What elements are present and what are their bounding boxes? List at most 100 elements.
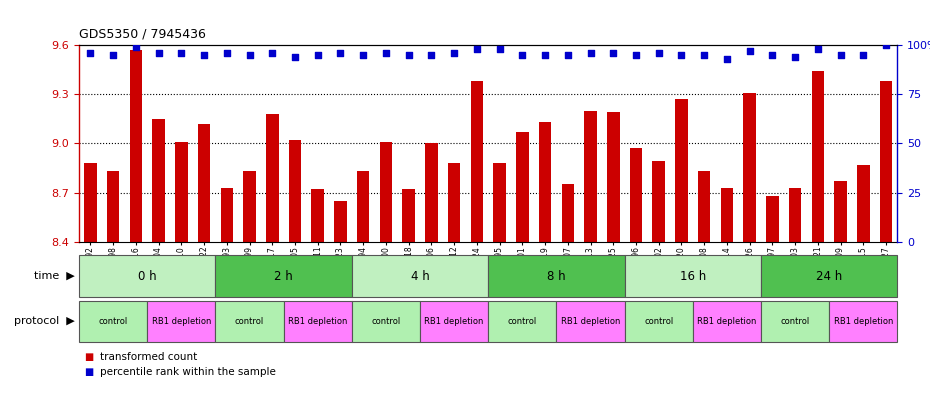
Text: ■: ■ <box>84 352 93 362</box>
Point <box>515 52 530 58</box>
Bar <box>153 119 165 242</box>
Point <box>561 52 576 58</box>
Bar <box>830 301 897 342</box>
Point <box>492 46 507 52</box>
Text: percentile rank within the sample: percentile rank within the sample <box>100 367 275 377</box>
Text: 8 h: 8 h <box>547 270 565 283</box>
Bar <box>425 143 438 242</box>
Point <box>833 52 848 58</box>
Point <box>106 52 121 58</box>
Bar <box>857 165 870 242</box>
Point <box>174 50 189 56</box>
Text: transformed count: transformed count <box>100 352 197 362</box>
Bar <box>220 188 233 242</box>
Point <box>128 44 143 50</box>
Bar <box>584 111 597 242</box>
Bar <box>175 142 188 242</box>
Point <box>265 50 280 56</box>
Bar <box>403 189 415 242</box>
Bar <box>79 255 216 297</box>
Bar <box>538 122 551 242</box>
Text: RB1 depletion: RB1 depletion <box>698 317 757 326</box>
Text: ■: ■ <box>84 367 93 377</box>
Bar <box>379 142 392 242</box>
Bar <box>761 255 897 297</box>
Point <box>242 52 257 58</box>
Text: protocol  ▶: protocol ▶ <box>14 316 74 326</box>
Bar <box>420 301 488 342</box>
Bar <box>448 163 460 242</box>
Point <box>333 50 348 56</box>
Bar <box>766 196 778 242</box>
Bar <box>556 301 625 342</box>
Point <box>196 52 211 58</box>
Bar <box>244 171 256 242</box>
Text: control: control <box>235 317 264 326</box>
Text: RB1 depletion: RB1 depletion <box>833 317 893 326</box>
Bar <box>216 301 284 342</box>
Point <box>629 52 644 58</box>
Point <box>379 50 393 56</box>
Point <box>311 52 325 58</box>
Point <box>697 52 711 58</box>
Bar <box>488 255 625 297</box>
Point <box>287 54 302 60</box>
Text: control: control <box>780 317 810 326</box>
Bar <box>334 201 347 242</box>
Bar <box>693 301 761 342</box>
Text: control: control <box>644 317 673 326</box>
Bar <box>625 255 761 297</box>
Point <box>356 52 371 58</box>
Bar <box>79 301 147 342</box>
Bar <box>493 163 506 242</box>
Bar <box>698 171 711 242</box>
Point <box>583 50 598 56</box>
Text: RB1 depletion: RB1 depletion <box>561 317 620 326</box>
Point <box>879 42 894 48</box>
Point <box>424 52 439 58</box>
Point <box>605 50 620 56</box>
Bar <box>630 149 643 242</box>
Point <box>810 46 825 52</box>
Bar <box>266 114 278 242</box>
Point <box>538 52 552 58</box>
Bar <box>352 301 420 342</box>
Bar <box>352 255 488 297</box>
Text: 2 h: 2 h <box>274 270 293 283</box>
Bar <box>721 188 733 242</box>
Point <box>651 50 666 56</box>
Bar <box>675 99 687 242</box>
Point <box>83 50 98 56</box>
Text: RB1 depletion: RB1 depletion <box>152 317 211 326</box>
Bar <box>107 171 119 242</box>
Text: time  ▶: time ▶ <box>33 271 74 281</box>
Bar <box>834 181 847 242</box>
Bar <box>562 184 574 242</box>
Bar <box>880 81 892 242</box>
Point <box>720 56 735 62</box>
Point <box>446 50 461 56</box>
Bar <box>743 93 756 242</box>
Bar <box>653 162 665 242</box>
Point <box>470 46 485 52</box>
Point <box>856 52 870 58</box>
Bar <box>357 171 369 242</box>
Bar <box>471 81 483 242</box>
Bar <box>761 301 830 342</box>
Bar <box>488 301 556 342</box>
Bar <box>607 112 619 242</box>
Text: RB1 depletion: RB1 depletion <box>424 317 484 326</box>
Bar <box>284 301 352 342</box>
Point <box>401 52 416 58</box>
Text: control: control <box>371 317 401 326</box>
Bar <box>129 50 142 242</box>
Text: 24 h: 24 h <box>817 270 843 283</box>
Point <box>742 48 757 54</box>
Text: GDS5350 / 7945436: GDS5350 / 7945436 <box>79 28 206 40</box>
Bar <box>198 124 210 242</box>
Bar <box>516 132 528 242</box>
Point <box>765 52 780 58</box>
Bar <box>288 140 301 242</box>
Bar <box>789 188 802 242</box>
Bar <box>216 255 352 297</box>
